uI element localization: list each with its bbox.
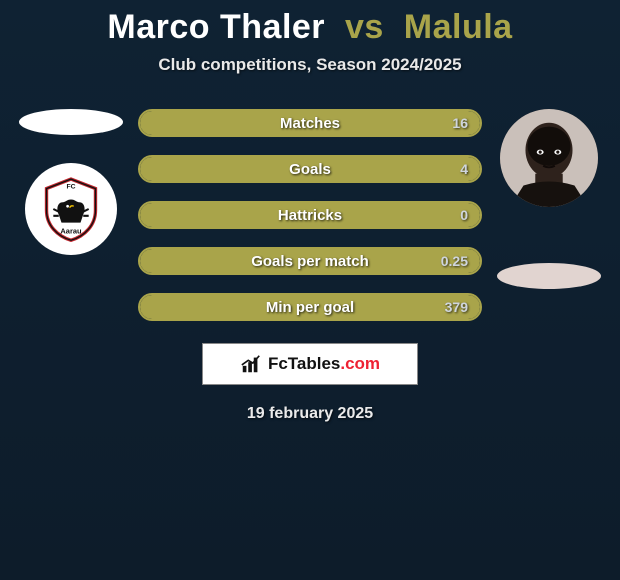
stat-value-right: 379 bbox=[445, 299, 468, 315]
right-column bbox=[494, 109, 604, 289]
stat-label: Goals per match bbox=[251, 253, 369, 270]
date-text: 19 february 2025 bbox=[0, 405, 620, 423]
svg-text:FC: FC bbox=[66, 184, 75, 191]
stat-label: Goals bbox=[289, 161, 331, 178]
subtitle: Club competitions, Season 2024/2025 bbox=[0, 55, 620, 75]
brand-suffix: .com bbox=[340, 354, 380, 373]
stat-fill-right bbox=[310, 157, 480, 181]
stat-value-right: 16 bbox=[452, 115, 468, 131]
stat-fill-left bbox=[140, 157, 310, 181]
comparison-title: Marco Thaler vs Malula bbox=[0, 0, 620, 47]
left-column: FC Aarau bbox=[16, 109, 126, 255]
stat-row-hattricks: Hattricks 0 bbox=[138, 201, 482, 229]
brand-text: FcTables.com bbox=[268, 354, 380, 374]
bar-chart-icon bbox=[240, 353, 262, 375]
player2-ellipse bbox=[497, 263, 601, 289]
vs-text: vs bbox=[345, 8, 384, 46]
stat-value-right: 0.25 bbox=[441, 253, 468, 269]
stat-bars: Matches 16 Goals 4 Hattricks 0 Goals per… bbox=[138, 109, 482, 321]
player2-name: Malula bbox=[404, 8, 513, 46]
content-row: FC Aarau Matches 16 Goals 4 Hattricks 0 bbox=[0, 109, 620, 321]
stat-label: Hattricks bbox=[278, 207, 342, 224]
player2-photo bbox=[500, 109, 598, 207]
stat-label: Min per goal bbox=[266, 299, 354, 316]
player1-name: Marco Thaler bbox=[107, 8, 325, 46]
stat-value-right: 0 bbox=[460, 207, 468, 223]
stat-row-gpm: Goals per match 0.25 bbox=[138, 247, 482, 275]
stat-label: Matches bbox=[280, 115, 340, 132]
player1-club-crest: FC Aarau bbox=[25, 163, 117, 255]
stat-value-right: 4 bbox=[460, 161, 468, 177]
brand-box[interactable]: FcTables.com bbox=[202, 343, 418, 385]
player-photo-icon bbox=[500, 109, 598, 207]
stat-row-matches: Matches 16 bbox=[138, 109, 482, 137]
brand-main: FcTables bbox=[268, 354, 340, 373]
stat-row-goals: Goals 4 bbox=[138, 155, 482, 183]
stat-row-mpg: Min per goal 379 bbox=[138, 293, 482, 321]
club-crest-icon: FC Aarau bbox=[37, 175, 105, 243]
svg-text:Aarau: Aarau bbox=[60, 226, 82, 235]
player1-ellipse bbox=[19, 109, 123, 135]
